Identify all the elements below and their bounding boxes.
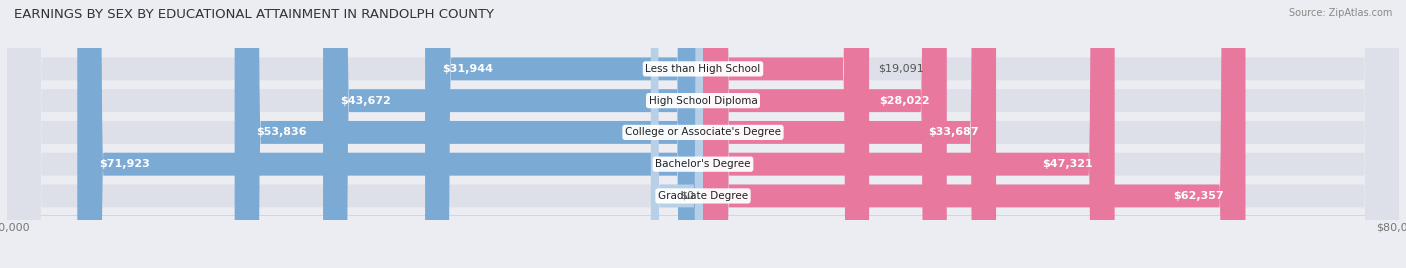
FancyBboxPatch shape: [703, 0, 946, 268]
FancyBboxPatch shape: [7, 0, 1399, 268]
Text: $28,022: $28,022: [879, 96, 929, 106]
Text: $0: $0: [681, 191, 695, 201]
Text: $62,357: $62,357: [1173, 191, 1223, 201]
FancyBboxPatch shape: [77, 0, 703, 268]
Text: $33,687: $33,687: [928, 127, 979, 137]
Text: $53,836: $53,836: [256, 127, 307, 137]
FancyBboxPatch shape: [323, 0, 703, 268]
Text: $43,672: $43,672: [340, 96, 391, 106]
Text: $19,091: $19,091: [877, 64, 924, 74]
FancyBboxPatch shape: [703, 0, 1246, 268]
FancyBboxPatch shape: [7, 0, 1399, 268]
Text: College or Associate's Degree: College or Associate's Degree: [626, 127, 780, 137]
FancyBboxPatch shape: [703, 0, 869, 268]
Text: Less than High School: Less than High School: [645, 64, 761, 74]
Text: High School Diploma: High School Diploma: [648, 96, 758, 106]
FancyBboxPatch shape: [235, 0, 703, 268]
Text: EARNINGS BY SEX BY EDUCATIONAL ATTAINMENT IN RANDOLPH COUNTY: EARNINGS BY SEX BY EDUCATIONAL ATTAINMEN…: [14, 8, 494, 21]
Text: Graduate Degree: Graduate Degree: [658, 191, 748, 201]
FancyBboxPatch shape: [425, 0, 703, 268]
Text: Source: ZipAtlas.com: Source: ZipAtlas.com: [1288, 8, 1392, 18]
FancyBboxPatch shape: [703, 0, 995, 268]
Text: Bachelor's Degree: Bachelor's Degree: [655, 159, 751, 169]
FancyBboxPatch shape: [7, 0, 1399, 268]
FancyBboxPatch shape: [703, 0, 1115, 268]
Text: $31,944: $31,944: [443, 64, 494, 74]
FancyBboxPatch shape: [7, 0, 1399, 268]
FancyBboxPatch shape: [7, 0, 1399, 268]
Text: $47,321: $47,321: [1042, 159, 1092, 169]
FancyBboxPatch shape: [651, 0, 703, 268]
Text: $71,923: $71,923: [98, 159, 150, 169]
